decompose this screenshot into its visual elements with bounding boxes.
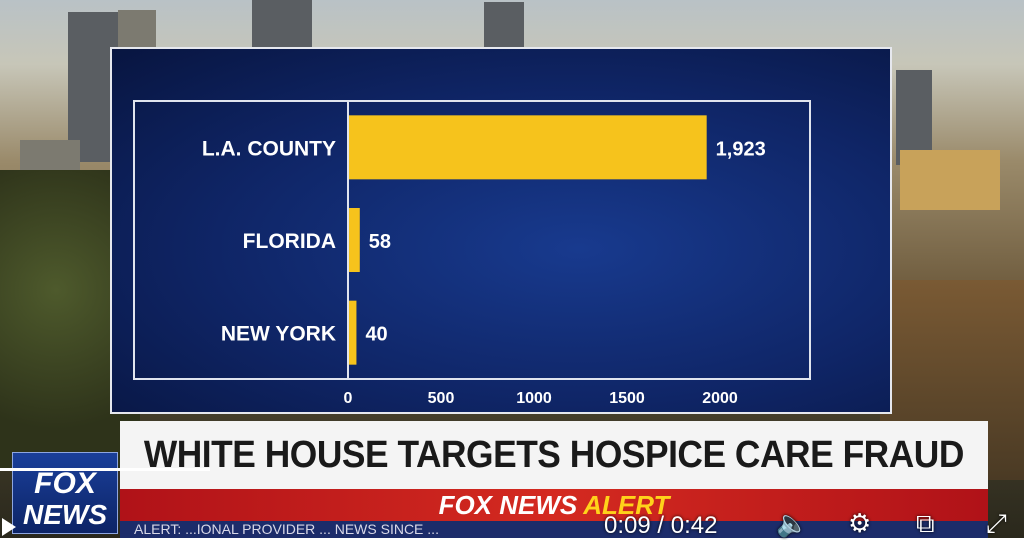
bar-chart: L.A. COUNTY 1,923 FLORIDA 58 NEW YORK 40 0 500… [133, 100, 811, 407]
video-controls: 0:09 / 0:42 🔈 ⚙ ⧉ ⤢ [0, 500, 1024, 539]
bar-0 [349, 115, 707, 180]
fullscreen-icon[interactable]: ⤢ [986, 509, 1007, 539]
headline-text: WHITE HOUSE TARGETS HOSPICE CARE FRAUD [143, 433, 965, 476]
building [900, 150, 1000, 210]
chart-panel: L.A. COUNTY 1,923 FLORIDA 58 NEW YORK 40 0 500… [110, 47, 892, 414]
value-label-1: 58 [369, 231, 391, 253]
alert-word: ALERT [583, 489, 670, 520]
building [896, 70, 932, 165]
news-ticker: ALERT: ...IONAL PROVIDER ... NEWS SINCE … [120, 521, 988, 538]
alert-bar: FOX NEWS ALERT [120, 489, 988, 521]
value-label-2: 40 [365, 324, 387, 346]
category-label-1: FLORIDA [243, 230, 336, 253]
headline-banner: WHITE HOUSE TARGETS HOSPICE CARE FRAUD [120, 421, 988, 489]
play-icon[interactable] [2, 518, 16, 536]
building [68, 12, 118, 162]
plot-frame [133, 100, 811, 380]
building [484, 2, 524, 48]
time-display: 0:09 / 0:42 [604, 512, 718, 539]
pip-icon[interactable]: ⧉ [916, 509, 935, 539]
building [252, 0, 312, 48]
logo-line-1: FOX [34, 467, 96, 500]
category-label-2: NEW YORK [221, 323, 336, 346]
x-tick-label-4: 2000 [702, 390, 738, 407]
category-label-0: L.A. COUNTY [202, 137, 336, 160]
volume-icon[interactable]: 🔈 [776, 509, 809, 539]
x-tick-label-3: 1500 [609, 390, 645, 407]
bar-1 [349, 208, 360, 272]
settings-icon[interactable]: ⚙ [848, 509, 872, 539]
logo-line-2: NEWS [23, 499, 107, 530]
bar-2 [349, 300, 357, 365]
value-label-0: 1,923 [716, 138, 766, 160]
alert-brand: FOX NEWS [438, 489, 578, 520]
x-tick-label-0: 0 [344, 390, 353, 407]
x-tick-label-1: 500 [428, 390, 455, 407]
x-tick-label-2: 1000 [516, 390, 552, 407]
fox-news-logo: FOX NEWS [12, 452, 118, 534]
ticker-text: ALERT: ...IONAL PROVIDER ... NEWS SINCE … [134, 521, 439, 537]
video-progress-bar[interactable] [0, 468, 210, 471]
